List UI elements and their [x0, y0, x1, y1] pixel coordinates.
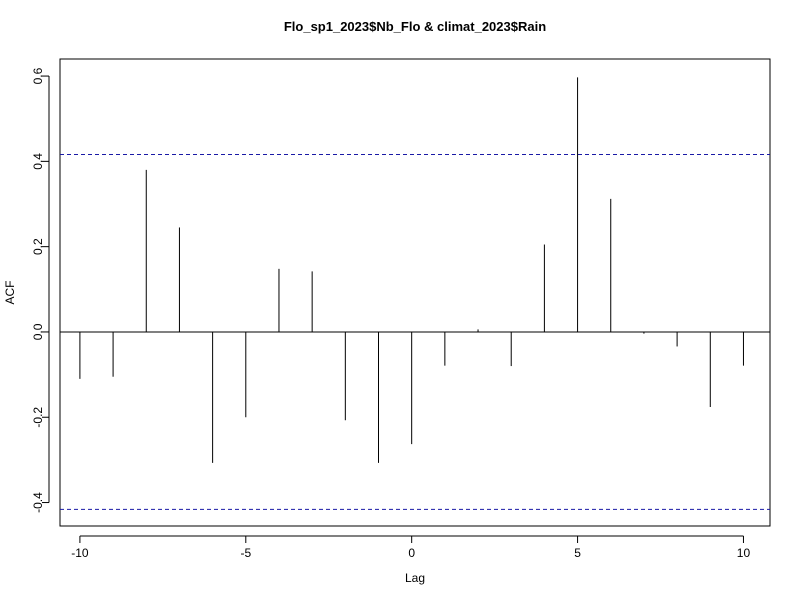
x-tick-label: 0: [408, 546, 415, 560]
y-tick-label: 0.2: [31, 238, 45, 255]
chart-title: Flo_sp1_2023$Nb_Flo & climat_2023$Rain: [284, 19, 546, 34]
plot-area-border: [59, 58, 771, 527]
x-tick-label: -5: [240, 546, 251, 560]
acf-marks: [60, 77, 770, 510]
y-axis-title: ACF: [3, 281, 17, 305]
y-tick-label: 0.0: [31, 323, 45, 340]
x-tick-label: 5: [574, 546, 581, 560]
y-tick-label: -0.2: [31, 407, 45, 428]
x-tick-label: -10: [71, 546, 89, 560]
x-axis: -10 -5 0 5 10: [71, 535, 751, 560]
y-tick-label: 0.6: [31, 67, 45, 84]
x-tick-label: 10: [737, 546, 751, 560]
x-axis-title: Lag: [405, 571, 425, 585]
y-axis: -0.4 -0.2 0.0 0.2 0.4 0.6: [31, 67, 50, 513]
y-tick-label: -0.4: [31, 492, 45, 513]
y-tick-label: 0.4: [31, 153, 45, 170]
